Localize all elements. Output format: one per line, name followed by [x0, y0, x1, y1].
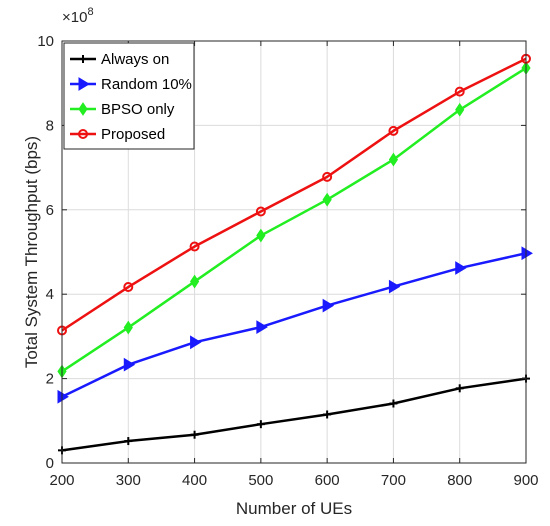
data-point	[78, 102, 88, 116]
data-point	[322, 298, 335, 313]
y-tick-label: 0	[46, 455, 54, 472]
data-point	[521, 246, 533, 261]
data-point	[322, 171, 333, 182]
series-line	[61, 57, 527, 332]
x-tick-label: 200	[49, 472, 74, 489]
data-point	[389, 399, 398, 408]
data-point	[78, 77, 90, 91]
legend-label: BPSO only	[101, 101, 175, 118]
y-tick-label: 6	[46, 202, 54, 219]
series-always-on	[58, 374, 530, 455]
legend-label: Random 10%	[101, 76, 192, 93]
legend-label: Proposed	[101, 126, 165, 143]
data-point	[124, 437, 133, 446]
legend-item: Proposed	[70, 126, 165, 143]
y-tick-label: 10	[37, 33, 54, 50]
x-tick-label: 700	[381, 472, 406, 489]
data-point	[256, 320, 268, 334]
data-point	[455, 102, 465, 117]
data-point	[323, 410, 332, 419]
legend-label: Always on	[101, 51, 169, 68]
data-point	[190, 335, 202, 350]
y-tick-label: 8	[46, 117, 54, 134]
data-point	[388, 152, 399, 167]
series-line	[61, 377, 527, 452]
y-axis-label: Total System Throughput (bps)	[22, 136, 41, 368]
x-tick-label: 900	[513, 472, 538, 489]
data-point	[123, 320, 133, 335]
axis-ticks: 200 300 400 500 600 700 800 900 0 2 4 6 8 10	[37, 33, 538, 489]
x-tick-label: 600	[315, 472, 340, 489]
series-random-10	[57, 246, 533, 404]
data-point	[57, 389, 69, 404]
data-point	[79, 55, 87, 63]
plot-frame	[61, 40, 527, 464]
data-point	[256, 228, 266, 243]
y-tick-label: 4	[46, 286, 54, 303]
legend-item: BPSO only	[70, 101, 175, 118]
x-tick-label: 300	[116, 472, 141, 489]
y-tick-label: 2	[46, 371, 54, 388]
data-point	[123, 282, 134, 293]
data-point	[455, 261, 467, 275]
data-point	[322, 192, 332, 207]
x-tick-label: 800	[447, 472, 472, 489]
data-point	[189, 241, 200, 252]
legend: Always on Random 10% BPSO only Proposed	[63, 42, 195, 150]
x-axis-label: Number of UEs	[236, 499, 352, 518]
legend-item: Always on	[70, 51, 169, 68]
data-point	[455, 384, 464, 393]
legend-item: Random 10%	[70, 76, 192, 93]
series-line	[61, 66, 527, 373]
data-point	[78, 129, 88, 139]
data-point	[256, 420, 265, 429]
data-point	[255, 206, 266, 217]
series-line	[61, 252, 527, 398]
x-tick-label: 500	[248, 472, 273, 489]
data-point	[189, 274, 200, 289]
data-point	[454, 86, 465, 97]
data-point	[388, 125, 399, 136]
data-point	[123, 357, 136, 372]
legend-box	[63, 42, 195, 150]
data-point	[388, 279, 401, 294]
data-point	[190, 430, 199, 439]
x-tick-label: 400	[182, 472, 207, 489]
y-exponent-label: ×108	[62, 6, 94, 26]
